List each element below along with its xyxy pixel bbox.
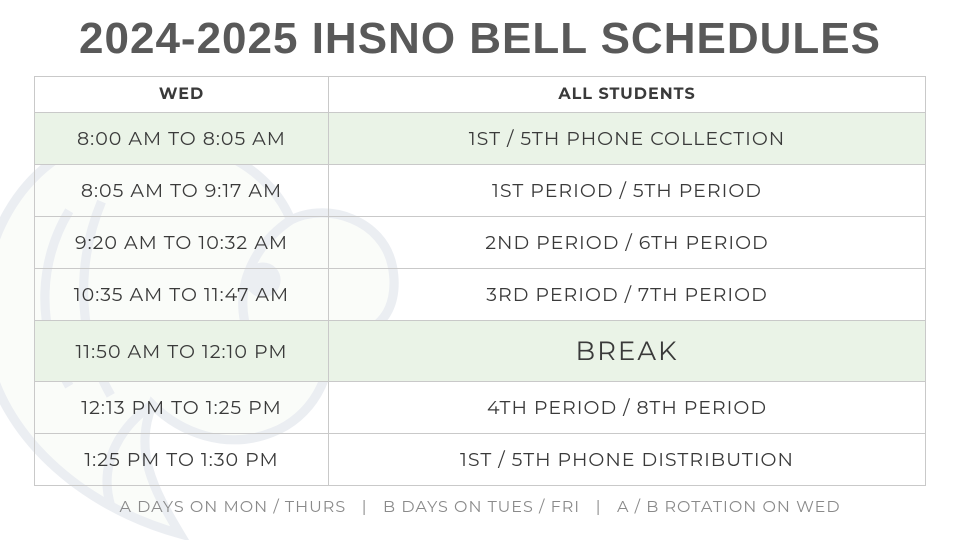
- table-row: 8:05 AM TO 9:17 AM1ST PERIOD / 5TH PERIO…: [35, 165, 926, 217]
- table-row: 10:35 AM TO 11:47 AM3RD PERIOD / 7TH PER…: [35, 269, 926, 321]
- table-row: 11:50 AM TO 12:10 PMBREAK: [35, 321, 926, 382]
- cell-description: 2ND PERIOD / 6TH PERIOD: [329, 217, 926, 269]
- table-row: 1:25 PM TO 1:30 PM1ST / 5TH PHONE DISTRI…: [35, 434, 926, 486]
- cell-description: BREAK: [329, 321, 926, 382]
- cell-time: 10:35 AM TO 11:47 AM: [35, 269, 329, 321]
- table-row: 8:00 AM TO 8:05 AM1ST / 5TH PHONE COLLEC…: [35, 113, 926, 165]
- table-row: 12:13 PM TO 1:25 PM4TH PERIOD / 8TH PERI…: [35, 382, 926, 434]
- cell-description: 1ST PERIOD / 5TH PERIOD: [329, 165, 926, 217]
- footer-note: A DAYS ON MON / THURS | B DAYS ON TUES /…: [34, 498, 926, 517]
- cell-time: 1:25 PM TO 1:30 PM: [35, 434, 329, 486]
- cell-time: 8:05 AM TO 9:17 AM: [35, 165, 329, 217]
- cell-time: 11:50 AM TO 12:10 PM: [35, 321, 329, 382]
- col-header-group: ALL STUDENTS: [329, 77, 926, 113]
- header-row: WED ALL STUDENTS: [35, 77, 926, 113]
- schedule-table: WED ALL STUDENTS 8:00 AM TO 8:05 AM1ST /…: [34, 76, 926, 486]
- page-title: 2024-2025 IHSNO BELL SCHEDULES: [34, 14, 926, 64]
- cell-time: 8:00 AM TO 8:05 AM: [35, 113, 329, 165]
- cell-description: 4TH PERIOD / 8TH PERIOD: [329, 382, 926, 434]
- cell-time: 12:13 PM TO 1:25 PM: [35, 382, 329, 434]
- cell-time: 9:20 AM TO 10:32 AM: [35, 217, 329, 269]
- cell-description: 1ST / 5TH PHONE COLLECTION: [329, 113, 926, 165]
- table-row: 9:20 AM TO 10:32 AM2ND PERIOD / 6TH PERI…: [35, 217, 926, 269]
- cell-description: 1ST / 5TH PHONE DISTRIBUTION: [329, 434, 926, 486]
- col-header-day: WED: [35, 77, 329, 113]
- cell-description: 3RD PERIOD / 7TH PERIOD: [329, 269, 926, 321]
